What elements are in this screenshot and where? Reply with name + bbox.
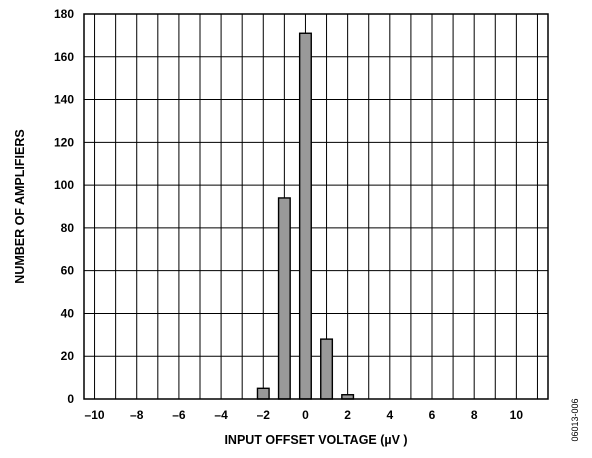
y-tick-label: 120 xyxy=(54,135,74,149)
x-tick-label: 2 xyxy=(344,408,351,422)
x-tick-label: –8 xyxy=(130,408,144,422)
x-axis-title: INPUT OFFSET VOLTAGE (µV ) xyxy=(224,433,407,447)
x-tick-label: –6 xyxy=(172,408,186,422)
x-tick-label: 0 xyxy=(302,408,309,422)
y-axis-title: NUMBER OF AMPLIFIERS xyxy=(13,129,27,283)
grid-lines xyxy=(84,13,548,400)
y-tick-label: 80 xyxy=(61,221,75,235)
y-tick-label: 180 xyxy=(54,7,74,21)
histogram-bar xyxy=(256,387,270,400)
y-axis-ticks: 0 20 40 60 80 100 120 140 160 180 xyxy=(54,7,74,406)
histogram-bar xyxy=(298,32,312,400)
histogram-bar xyxy=(277,197,291,400)
x-tick-label: 4 xyxy=(386,408,393,422)
x-tick-label: –2 xyxy=(257,408,271,422)
bar-series xyxy=(256,32,355,400)
x-tick-label: 10 xyxy=(510,408,524,422)
y-tick-label: 0 xyxy=(67,392,74,406)
figure-code: 06013-006 xyxy=(570,398,580,441)
x-tick-label: –4 xyxy=(214,408,228,422)
y-tick-label: 20 xyxy=(61,349,75,363)
y-tick-label: 140 xyxy=(54,93,74,107)
histogram-bar xyxy=(320,338,334,400)
y-tick-label: 60 xyxy=(61,264,75,278)
y-tick-label: 100 xyxy=(54,178,74,192)
y-tick-label: 40 xyxy=(61,306,75,320)
y-tick-label: 160 xyxy=(54,50,74,64)
x-tick-label: 6 xyxy=(429,408,436,422)
plot-area-frame xyxy=(83,13,549,400)
x-axis-ticks: –10 –8 –6 –4 –2 0 2 4 6 8 10 xyxy=(85,408,524,422)
x-tick-label: 8 xyxy=(471,408,478,422)
x-tick-label: –10 xyxy=(85,408,105,422)
